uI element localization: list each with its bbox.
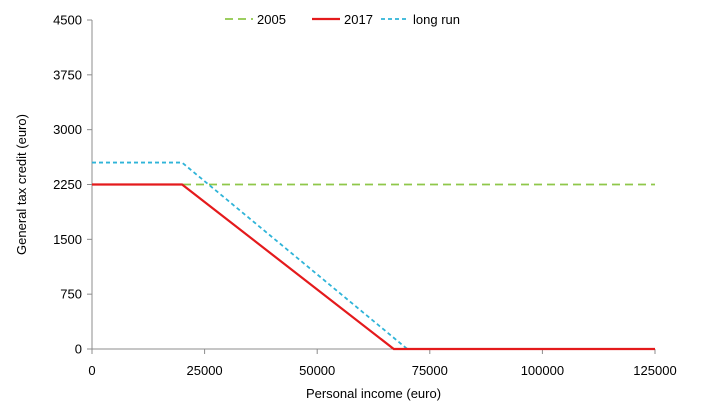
x-tick-label: 75000 <box>412 363 448 378</box>
x-tick-label: 25000 <box>187 363 223 378</box>
y-tick-label: 3750 <box>53 67 82 82</box>
legend-label: 2005 <box>257 12 286 27</box>
series <box>92 161 655 351</box>
legend: 2005 2017 long run <box>225 12 460 27</box>
x-tick-label: 50000 <box>299 363 335 378</box>
y-tick-label: 4500 <box>53 13 82 28</box>
x-tick-label: 125000 <box>633 363 676 378</box>
y-tick-label: 2250 <box>53 177 82 192</box>
x-tick-label: 100000 <box>521 363 564 378</box>
y-tick-label: 0 <box>75 342 82 357</box>
y-ticks: 0 750 1500 2250 3000 3750 4500 <box>53 13 92 357</box>
y-tick-label: 750 <box>60 287 82 302</box>
legend-label: long run <box>413 12 460 27</box>
y-tick-label: 1500 <box>53 232 82 247</box>
legend-label: 2017 <box>344 12 373 27</box>
x-tick-label: 0 <box>88 363 95 378</box>
series-line-2017 <box>92 183 655 351</box>
series-line-long-run <box>92 161 655 350</box>
x-ticks: 0 25000 50000 75000 100000 125000 <box>88 349 677 378</box>
x-axis-title: Personal income (euro) <box>306 386 441 401</box>
y-axis-title: General tax credit (euro) <box>14 114 29 255</box>
y-tick-label: 3000 <box>53 122 82 137</box>
